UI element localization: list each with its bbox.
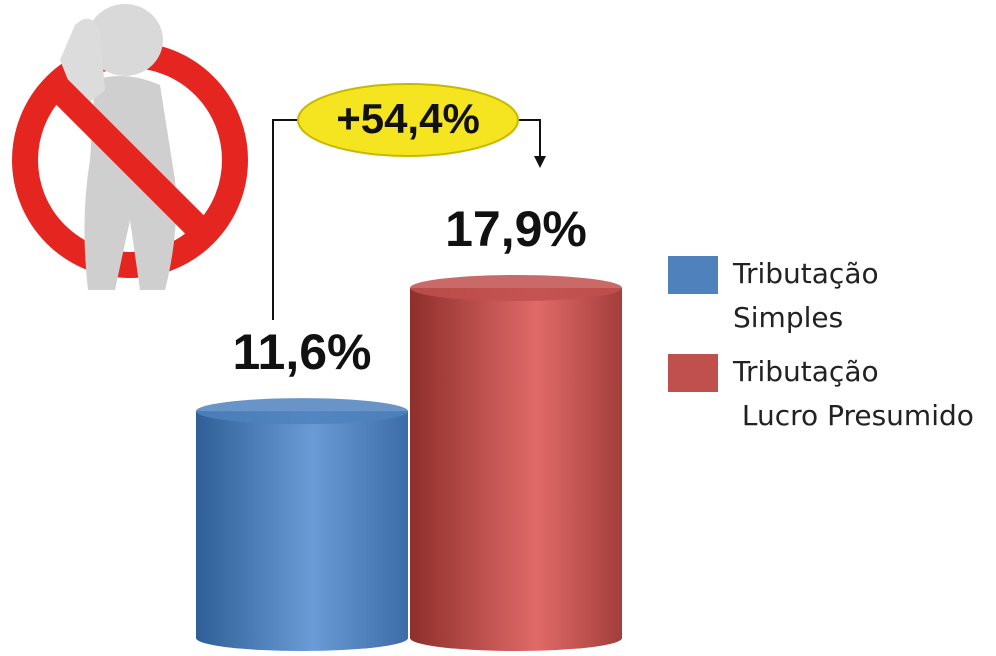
value-label: 17,9% xyxy=(445,201,587,257)
cylinder-top xyxy=(410,275,622,301)
cylinder xyxy=(196,398,408,651)
stop-icon xyxy=(12,4,248,290)
legend-item: Tributação Lucro Presumido xyxy=(668,350,993,438)
legend-item: Tributação Simples xyxy=(668,252,993,340)
legend-swatch xyxy=(668,256,718,294)
cylinder-top xyxy=(196,398,408,425)
annotation-text: +54,4% xyxy=(336,95,480,142)
value-label: 11,6% xyxy=(232,324,371,380)
bar xyxy=(196,411,408,638)
bar xyxy=(410,288,622,638)
annotation: +54,4% xyxy=(272,83,546,320)
legend-label: Tributação Simples xyxy=(733,257,879,334)
legend-swatch xyxy=(668,354,718,392)
legend-label: Tributação Lucro Presumido xyxy=(733,355,974,432)
cylinder xyxy=(410,275,622,651)
